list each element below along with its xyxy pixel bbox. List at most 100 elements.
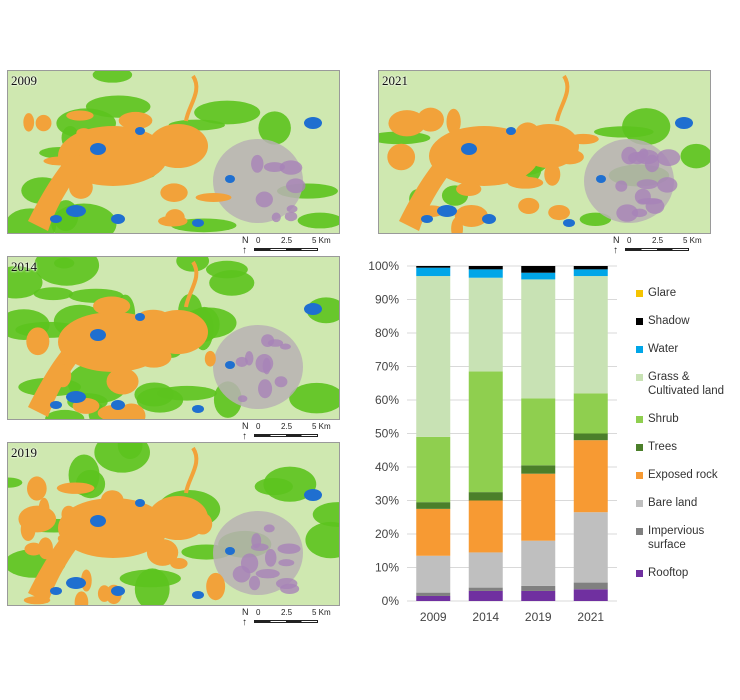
scale-bar-graphic	[254, 248, 318, 251]
scale-mid: 2.5	[652, 236, 664, 245]
y-tick-label: 90%	[375, 293, 399, 307]
north-label: N	[242, 235, 249, 245]
bar-segment	[521, 540, 556, 586]
bar-segment	[521, 272, 556, 280]
bar-segment	[573, 440, 608, 513]
scale-bar: N ↑ 0 2.5 5 Km	[242, 236, 362, 258]
map-year-label: 2009	[11, 73, 37, 88]
bar-segment	[416, 595, 451, 601]
legend-label: Grass & Cultivated land	[648, 371, 725, 397]
scale-bar-graphic	[625, 248, 689, 251]
north-label: N	[242, 607, 249, 617]
bar-segment	[416, 508, 451, 556]
scale-mid: 2.5	[281, 236, 293, 245]
x-tick-label: 2009	[420, 610, 447, 624]
legend-label: Trees	[648, 441, 677, 453]
scale-end: 5 Km	[683, 236, 702, 245]
legend-swatch	[636, 444, 643, 451]
bar-segment	[573, 393, 608, 434]
bar-segment	[573, 512, 608, 583]
bar-segment	[468, 587, 503, 591]
x-tick-label: 2014	[472, 610, 499, 624]
bar-segment	[416, 555, 451, 593]
bar-segment	[521, 590, 556, 601]
y-tick-label: 30%	[375, 494, 399, 508]
map-year-label: 2021	[382, 73, 408, 88]
legend-swatch	[636, 472, 643, 479]
y-tick-label: 10%	[375, 561, 399, 575]
bar-segment	[416, 592, 451, 596]
scale-mid: 2.5	[281, 608, 293, 617]
scale-end: 5 Km	[312, 236, 331, 245]
bar-segment	[573, 582, 608, 590]
north-arrow-icon: ↑	[242, 245, 247, 256]
legend-swatch	[636, 374, 643, 381]
map-year-label: 2014	[11, 259, 37, 274]
land-cover-map	[7, 442, 340, 606]
bar-segment	[468, 492, 503, 501]
bar-segment	[573, 589, 608, 601]
x-tick-label: 2021	[577, 610, 604, 624]
land-cover-map	[7, 256, 340, 420]
bar-segment	[468, 266, 503, 270]
y-tick-label: 100%	[368, 259, 399, 273]
bar-segment	[468, 590, 503, 601]
x-tick-label: 2019	[525, 610, 552, 624]
scale-bar: N ↑ 0 2.5 5 Km	[242, 422, 362, 444]
bar-segment	[521, 585, 556, 591]
y-tick-label: 50%	[375, 427, 399, 441]
legend-swatch	[636, 416, 643, 423]
bar-segment	[416, 436, 451, 503]
land-cover-stacked-bar-chart: 0% 10% 20% 30% 40% 50% 60% 70% 80% 90% 100% 2009 201…	[368, 259, 617, 624]
legend-label: Water	[648, 343, 679, 355]
y-tick-label: 40%	[375, 460, 399, 474]
bar-segment	[468, 269, 503, 278]
scale-bar-graphic	[254, 434, 318, 437]
scale-zero: 0	[256, 422, 261, 431]
bar-segment	[416, 267, 451, 277]
bar-segment	[573, 266, 608, 270]
scale-bar: N ↑ 0 2.5 5 Km	[242, 608, 362, 630]
bar-segment	[521, 473, 556, 541]
scale-bar-graphic	[254, 620, 318, 623]
bar-segment	[468, 371, 503, 493]
bar-segment	[521, 266, 556, 273]
bar-segment	[521, 279, 556, 399]
legend-label: Exposed rock	[648, 469, 718, 481]
map-image	[379, 71, 710, 233]
map-image	[8, 443, 339, 605]
bar-segment	[468, 277, 503, 372]
legend-swatch	[636, 346, 643, 353]
y-tick-label: 80%	[375, 326, 399, 340]
map-image	[8, 71, 339, 233]
north-arrow-icon: ↑	[613, 245, 618, 256]
legend-label: Glare	[648, 287, 677, 299]
bar-segment	[521, 465, 556, 474]
scale-mid: 2.5	[281, 422, 293, 431]
legend-swatch	[636, 318, 643, 325]
scale-zero: 0	[627, 236, 632, 245]
legend-swatch	[636, 528, 643, 535]
scale-end: 5 Km	[312, 608, 331, 617]
bar-segment	[573, 269, 608, 277]
legend-label: Bare land	[648, 497, 698, 509]
legend-label: Rooftop	[648, 567, 689, 579]
y-tick-label: 70%	[375, 360, 399, 374]
map-year-label: 2019	[11, 445, 37, 460]
bar-segment	[416, 266, 451, 268]
north-arrow-icon: ↑	[242, 431, 247, 442]
bar-segment	[521, 398, 556, 466]
legend-label: Shadow	[648, 315, 690, 327]
bar-segment	[416, 276, 451, 437]
scale-zero: 0	[256, 236, 261, 245]
legend-swatch	[636, 290, 643, 297]
land-cover-map	[7, 70, 340, 234]
bar-segment	[573, 433, 608, 441]
land-cover-map	[378, 70, 711, 234]
bar-segment	[416, 502, 451, 509]
bar-segment	[573, 276, 608, 394]
y-tick-label: 0%	[382, 594, 400, 608]
map-image	[8, 257, 339, 419]
scale-zero: 0	[256, 608, 261, 617]
bar-segment	[468, 500, 503, 553]
